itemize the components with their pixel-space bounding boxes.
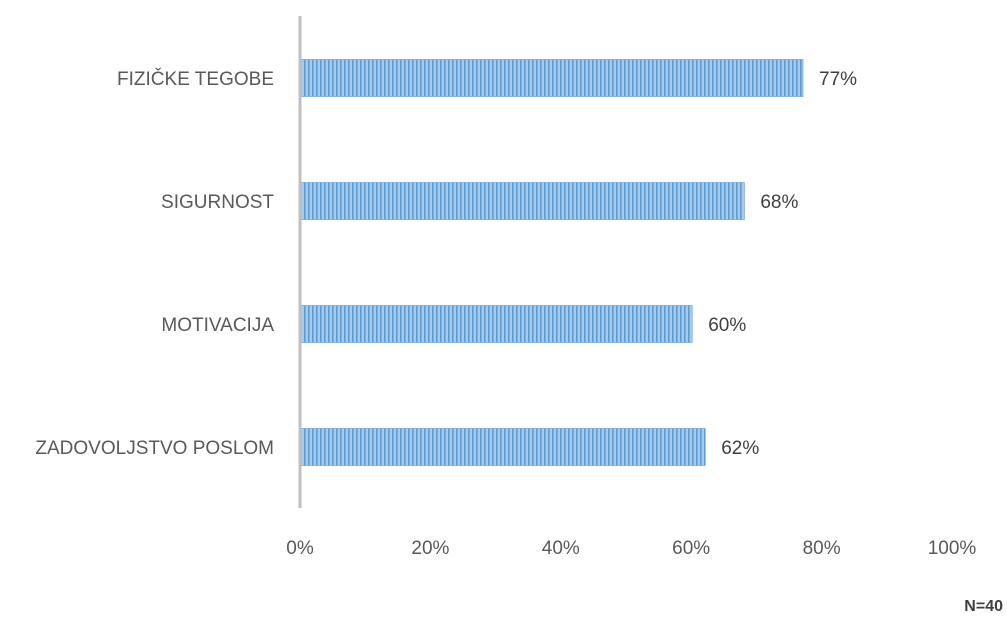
- category-labels: FIZIČKE TEGOBE SIGURNOST MOTIVACIJA ZADOVOL…: [35, 68, 274, 459]
- x-tick-label: 20%: [411, 538, 449, 559]
- category-label: MOTIVACIJA: [161, 315, 274, 336]
- bar-2: [300, 305, 693, 343]
- bar-0: [300, 59, 804, 97]
- sample-size-note: N=40: [964, 598, 1003, 615]
- data-labels: 77% 68% 60% 62%: [708, 69, 857, 459]
- x-tick-label: 0%: [286, 538, 314, 559]
- x-axis-ticks: 0% 20% 40% 60% 80% 100%: [286, 538, 976, 559]
- category-label: ZADOVOLJSTVO POSLOM: [35, 438, 274, 459]
- bar-1: [300, 182, 745, 220]
- data-label: 62%: [721, 438, 759, 459]
- x-tick-label: 40%: [542, 538, 580, 559]
- category-label: FIZIČKE TEGOBE: [117, 68, 274, 90]
- data-label: 68%: [760, 192, 798, 213]
- bars-group: [300, 59, 804, 466]
- data-label: 60%: [708, 315, 746, 336]
- x-tick-label: 60%: [672, 538, 710, 559]
- x-tick-label: 100%: [928, 538, 977, 559]
- x-tick-label: 80%: [803, 538, 841, 559]
- data-label: 77%: [819, 69, 857, 90]
- category-label: SIGURNOST: [161, 192, 274, 213]
- bar-3: [300, 428, 706, 466]
